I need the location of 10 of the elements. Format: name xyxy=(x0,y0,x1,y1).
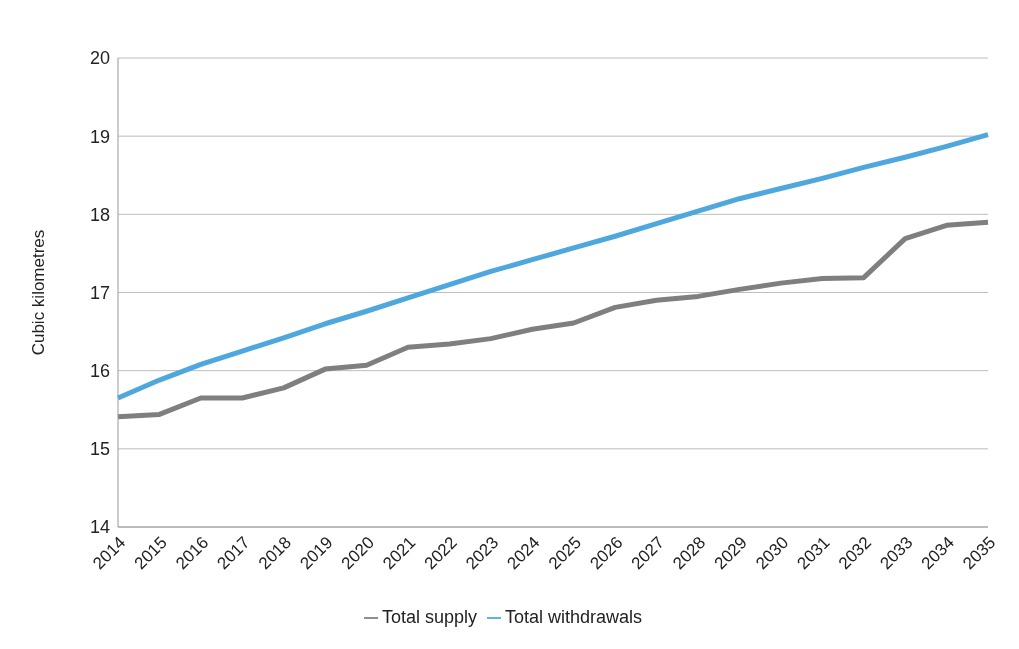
y-tick-label: 16 xyxy=(89,361,110,382)
y-tick-label: 18 xyxy=(89,204,110,225)
y-axis-title: Cubic kilometres xyxy=(29,229,49,356)
y-tick-label: 14 xyxy=(89,517,110,538)
legend-label: Total supply xyxy=(381,607,477,627)
legend-label: Total withdrawals xyxy=(505,607,643,627)
y-tick-label: 20 xyxy=(89,48,110,69)
y-tick-label: 19 xyxy=(89,126,110,147)
y-tick-label: 17 xyxy=(89,282,110,303)
y-tick-label: 15 xyxy=(89,439,110,460)
